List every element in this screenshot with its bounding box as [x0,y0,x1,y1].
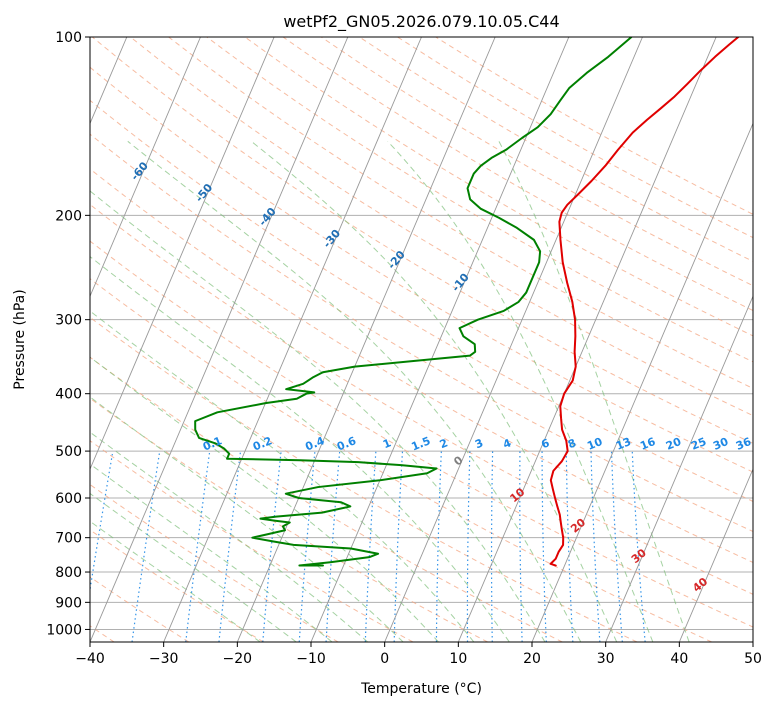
isotherm-line [236,37,496,642]
mixing-ratio-line [490,451,494,642]
y-tick-label: 100 [55,30,82,46]
isotherm-label: -70 [65,135,88,159]
plot-frame [89,36,754,643]
isotherm-line [678,467,753,642]
mixing-ratio-line [364,451,377,642]
moist-adiabats [90,140,690,642]
moist-adiabat [251,140,618,642]
y-tick-label: 200 [55,208,82,224]
mixing-ratio-line [435,451,442,642]
y-tick-label: 800 [55,565,82,581]
y-tick-label: 700 [55,531,82,547]
mixing-ratio-line [519,451,523,642]
mixing-ratio-line [185,451,211,642]
mixing-ratio-line [466,451,471,642]
y-tick-label: 500 [55,444,82,460]
mixing-ratio-line [218,451,242,642]
isotherm-line [90,37,201,298]
y-axis-title: Pressure (hPa) [12,289,28,389]
y-tick-label: 600 [55,491,82,507]
dry-adiabat [90,483,339,642]
mixing-ratio-line [610,451,623,642]
dry-adiabat [90,203,753,595]
isotherm-line [384,37,643,642]
x-tick-label: 50 [744,651,762,667]
isotherm-line [90,37,349,642]
mixing-ratio-line [90,450,114,594]
moist-adiabat [387,140,654,642]
mixing-ratio-label: 1 [381,436,393,451]
x-tick-label: −40 [75,651,105,667]
isotherm-line [90,37,275,471]
x-tick-label: 30 [597,651,615,667]
chart-title: wetPf2_GN05.2026.079.10.05.C44 [283,12,559,32]
dry-adiabat [282,37,753,312]
sounding-series [194,37,740,567]
dry-adiabat [90,240,753,628]
moist-adiabat [90,310,475,642]
y-tick-label: 900 [55,595,82,611]
isotherm-line [457,37,717,642]
mixing-ratio-line [590,451,601,642]
dry-adiabat [206,37,753,363]
x-tick-label: 40 [670,651,688,667]
dry-adiabat [90,356,563,642]
y-axis: 100 200 300 400 500 600 700 800 900 1000 [46,30,90,638]
dewpoint-line [194,37,633,567]
x-tick-label: −10 [296,651,326,667]
moist-adiabat [90,431,368,642]
moist-adiabat [498,141,690,642]
mixing-ratio-label: 13 [614,435,633,453]
skewed-isotherms [90,37,753,642]
dry-adiabat [90,397,488,642]
dry-adiabat [90,168,753,563]
isotherm-line [531,122,753,642]
mixing-ratio-label: 3 [473,436,485,451]
mixing-ratio-line [541,451,547,642]
mixing-ratio-line [565,451,574,642]
moist-adiabat [127,140,582,642]
moist-adiabat [90,463,333,642]
x-axis: −40 −30 −20 −10 0 10 20 30 40 50 [75,642,762,667]
mixing-ratio-line [631,451,646,642]
x-tick-label: 10 [449,651,467,667]
mixing-ratio-label: 20 [664,435,683,453]
mixing-ratio-line [262,451,282,642]
mixing-ratio-label: 10 [585,435,604,453]
x-tick-label: 0 [380,651,389,667]
isotherm-label: -80 [1,113,24,137]
y-tick-label: 400 [55,387,82,403]
isotherm-line [605,295,753,642]
dry-adiabat [90,66,753,473]
moist-adiabat [90,356,439,642]
x-axis-title: Temperature (°C) [360,681,482,697]
y-tick-label: 1000 [46,622,82,638]
isotherm-line [310,37,570,642]
y-tick-label: 300 [55,313,82,329]
mixing-ratio-label: 8 [566,436,578,451]
temperature-line [549,37,740,567]
isotherm-line [752,640,753,642]
mixing-ratio-label: 30 [711,435,730,453]
x-tick-label: 20 [523,651,541,667]
mixing-ratio-label: 36 [734,435,753,453]
mixing-ratio-label: 25 [689,435,708,453]
mixing-ratio-label: 2 [438,436,450,451]
plot-area [90,37,753,642]
mixing-ratio-line [298,451,316,642]
isotherm-line [163,37,422,642]
dry-adiabat [90,133,753,533]
dry-adiabat [130,37,753,417]
x-tick-label: −30 [149,651,179,667]
x-tick-label: −20 [223,651,253,667]
mixing-ratio-line [325,451,341,642]
mixing-ratio-label: 16 [638,435,657,453]
